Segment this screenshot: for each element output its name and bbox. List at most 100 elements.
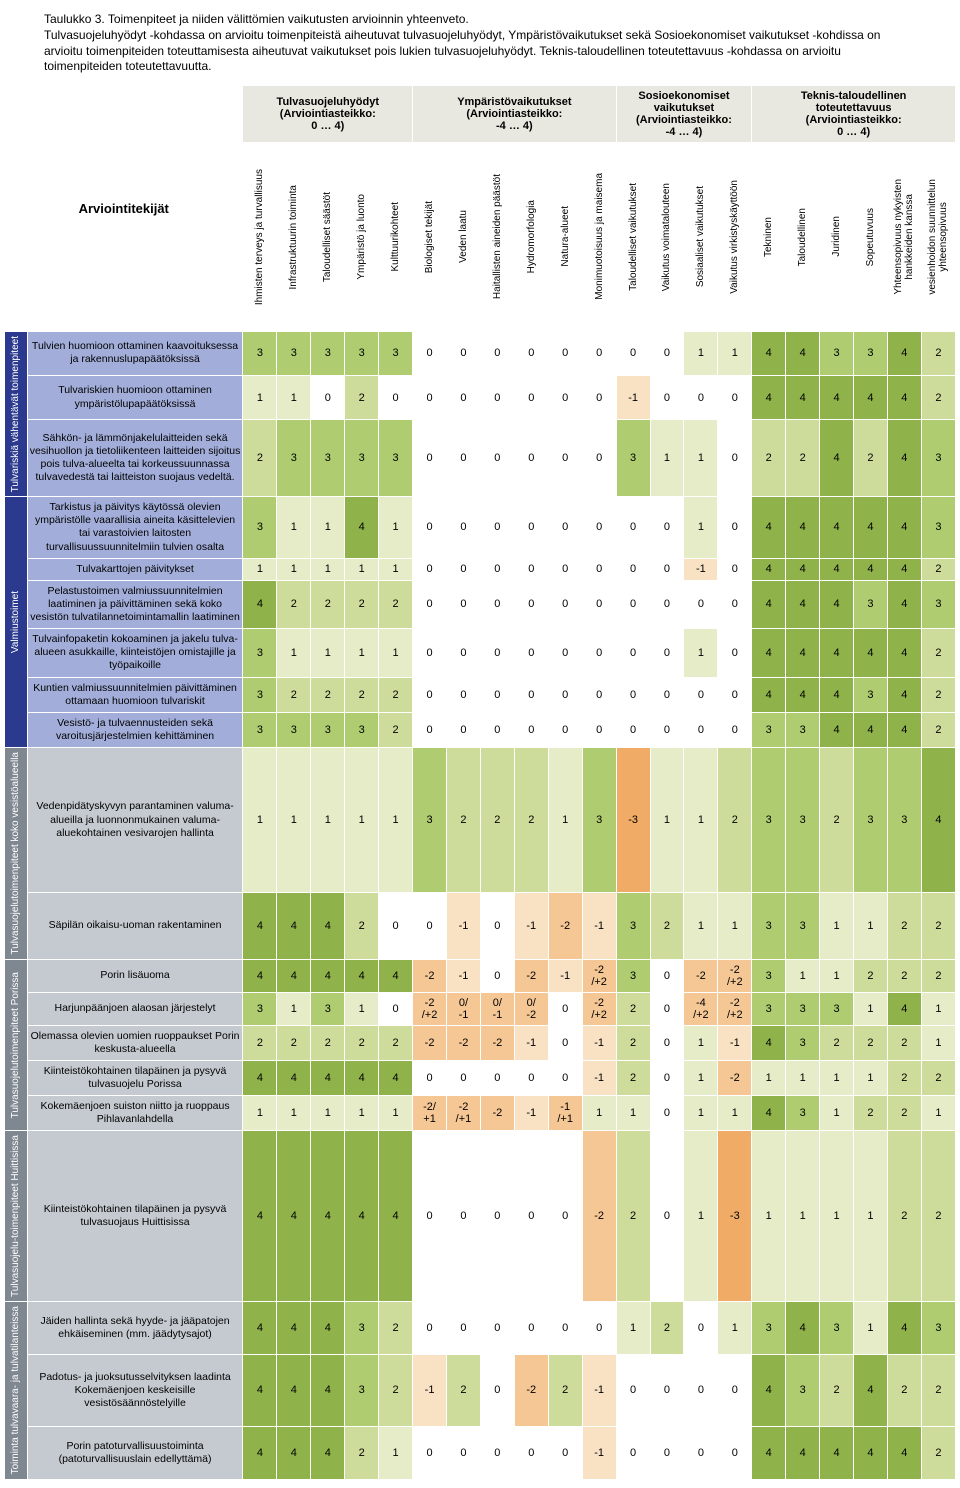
- value-cell: 1: [243, 375, 277, 419]
- value-cell: 0: [480, 677, 514, 712]
- value-cell: 1: [752, 1060, 786, 1095]
- value-cell: 2: [921, 629, 955, 677]
- value-cell: 4: [887, 712, 921, 747]
- value-cell: 1: [684, 893, 718, 959]
- value-cell: 0: [413, 1427, 447, 1480]
- row-label: Harjunpäänjoen alaosan järjestelyt: [27, 992, 243, 1025]
- column-header: Taloudellinen: [786, 142, 820, 331]
- value-cell: 3: [820, 1302, 854, 1355]
- value-cell: 2: [345, 677, 379, 712]
- value-cell: 1: [921, 1025, 955, 1060]
- value-cell: 2: [311, 677, 345, 712]
- column-header: Haitallisten aineiden päästöt: [480, 142, 514, 331]
- value-cell: -1: [582, 1427, 616, 1480]
- value-cell: 0: [650, 992, 684, 1025]
- group-header: Ympäristövaikutukset(Arviointiasteikko:-…: [413, 85, 617, 142]
- value-cell: 0: [616, 1354, 650, 1426]
- value-cell: 2: [854, 959, 888, 992]
- value-cell: 0: [413, 677, 447, 712]
- group-header: Sosioekonomisetvaikutukset(Arviointiaste…: [616, 85, 752, 142]
- value-cell: 0: [650, 1427, 684, 1480]
- value-cell: 2: [480, 748, 514, 893]
- value-cell: 0: [480, 331, 514, 375]
- value-cell: 2: [820, 1025, 854, 1060]
- section-label: Toiminta tulvavaara- ja tulvatilanteissa: [5, 1302, 28, 1479]
- value-cell: 0: [582, 629, 616, 677]
- value-cell: 3: [921, 580, 955, 628]
- value-cell: 0: [447, 1302, 481, 1355]
- column-header: Vaikutus voimatalouteen: [650, 142, 684, 331]
- value-cell: 0: [413, 1302, 447, 1355]
- value-cell: 1: [854, 893, 888, 959]
- value-cell: 0: [480, 1060, 514, 1095]
- value-cell: 0: [650, 1025, 684, 1060]
- row-label: Porin patoturvallisuustoiminta (patoturv…: [27, 1427, 243, 1480]
- value-cell: 1: [277, 558, 311, 580]
- value-cell: 0: [650, 712, 684, 747]
- column-header: Monimuotoisuus ja maisema: [582, 142, 616, 331]
- value-cell: 4: [854, 497, 888, 559]
- row-label: Tarkistus ja päivitys käytössä olevien y…: [27, 497, 243, 559]
- value-cell: 4: [752, 558, 786, 580]
- row-label: Tulvakarttojen päivitykset: [27, 558, 243, 580]
- value-cell: 1: [718, 331, 752, 375]
- value-cell: 0: [582, 677, 616, 712]
- value-cell: 0: [413, 629, 447, 677]
- value-cell: -1: [413, 1354, 447, 1426]
- value-cell: 3: [854, 748, 888, 893]
- value-cell: 0: [650, 1060, 684, 1095]
- value-cell: 3: [854, 677, 888, 712]
- value-cell: 0: [650, 580, 684, 628]
- value-cell: 4: [243, 959, 277, 992]
- value-cell: 3: [243, 629, 277, 677]
- value-cell: 1: [345, 992, 379, 1025]
- value-cell: 4: [277, 1302, 311, 1355]
- value-cell: 0: [650, 677, 684, 712]
- value-cell: -2: [548, 893, 582, 959]
- value-cell: 0: [480, 1427, 514, 1480]
- value-cell: -1/+1: [548, 1096, 582, 1131]
- row-label: Padotus- ja juoksutusselvityksen laadint…: [27, 1354, 243, 1426]
- value-cell: 4: [243, 893, 277, 959]
- row-label: Sähkön- ja lämmönjakelulaitteiden sekä v…: [27, 420, 243, 497]
- value-cell: 1: [243, 558, 277, 580]
- column-header: Biologiset tekijät: [413, 142, 447, 331]
- value-cell: 3: [921, 1302, 955, 1355]
- value-cell: -2: [413, 1025, 447, 1060]
- value-cell: 0: [684, 1302, 718, 1355]
- value-cell: 0: [548, 1302, 582, 1355]
- value-cell: 0: [582, 580, 616, 628]
- value-cell: 0: [413, 375, 447, 419]
- value-cell: 0: [447, 1060, 481, 1095]
- value-cell: 0: [514, 420, 548, 497]
- value-cell: 3: [277, 331, 311, 375]
- value-cell: 4: [820, 558, 854, 580]
- value-cell: 0: [514, 1060, 548, 1095]
- value-cell: 2: [243, 420, 277, 497]
- value-cell: 1: [345, 748, 379, 893]
- value-cell: 3: [345, 1302, 379, 1355]
- value-cell: 0: [718, 497, 752, 559]
- value-cell: 4: [887, 331, 921, 375]
- value-cell: -2: [514, 959, 548, 992]
- value-cell: 4: [277, 1427, 311, 1480]
- value-cell: 4: [786, 497, 820, 559]
- value-cell: 2: [311, 1025, 345, 1060]
- value-cell: 0: [548, 580, 582, 628]
- group-header: Tulvasuojeluhyödyt(Arviointiasteikko:0 ……: [243, 85, 413, 142]
- value-cell: 0: [548, 1131, 582, 1302]
- value-cell: 4: [887, 629, 921, 677]
- value-cell: 0: [480, 959, 514, 992]
- value-cell: 4: [345, 1131, 379, 1302]
- value-cell: 0: [650, 375, 684, 419]
- value-cell: 1: [311, 1096, 345, 1131]
- value-cell: -1: [582, 1025, 616, 1060]
- value-cell: 1: [650, 420, 684, 497]
- value-cell: 1: [616, 1096, 650, 1131]
- value-cell: 1: [379, 1427, 413, 1480]
- value-cell: 0: [514, 497, 548, 559]
- value-cell: 0: [616, 558, 650, 580]
- row-label: Tulvariskien huomioon ottaminen ympärist…: [27, 375, 243, 419]
- value-cell: 0: [447, 375, 481, 419]
- column-header: Veden laatu: [447, 142, 481, 331]
